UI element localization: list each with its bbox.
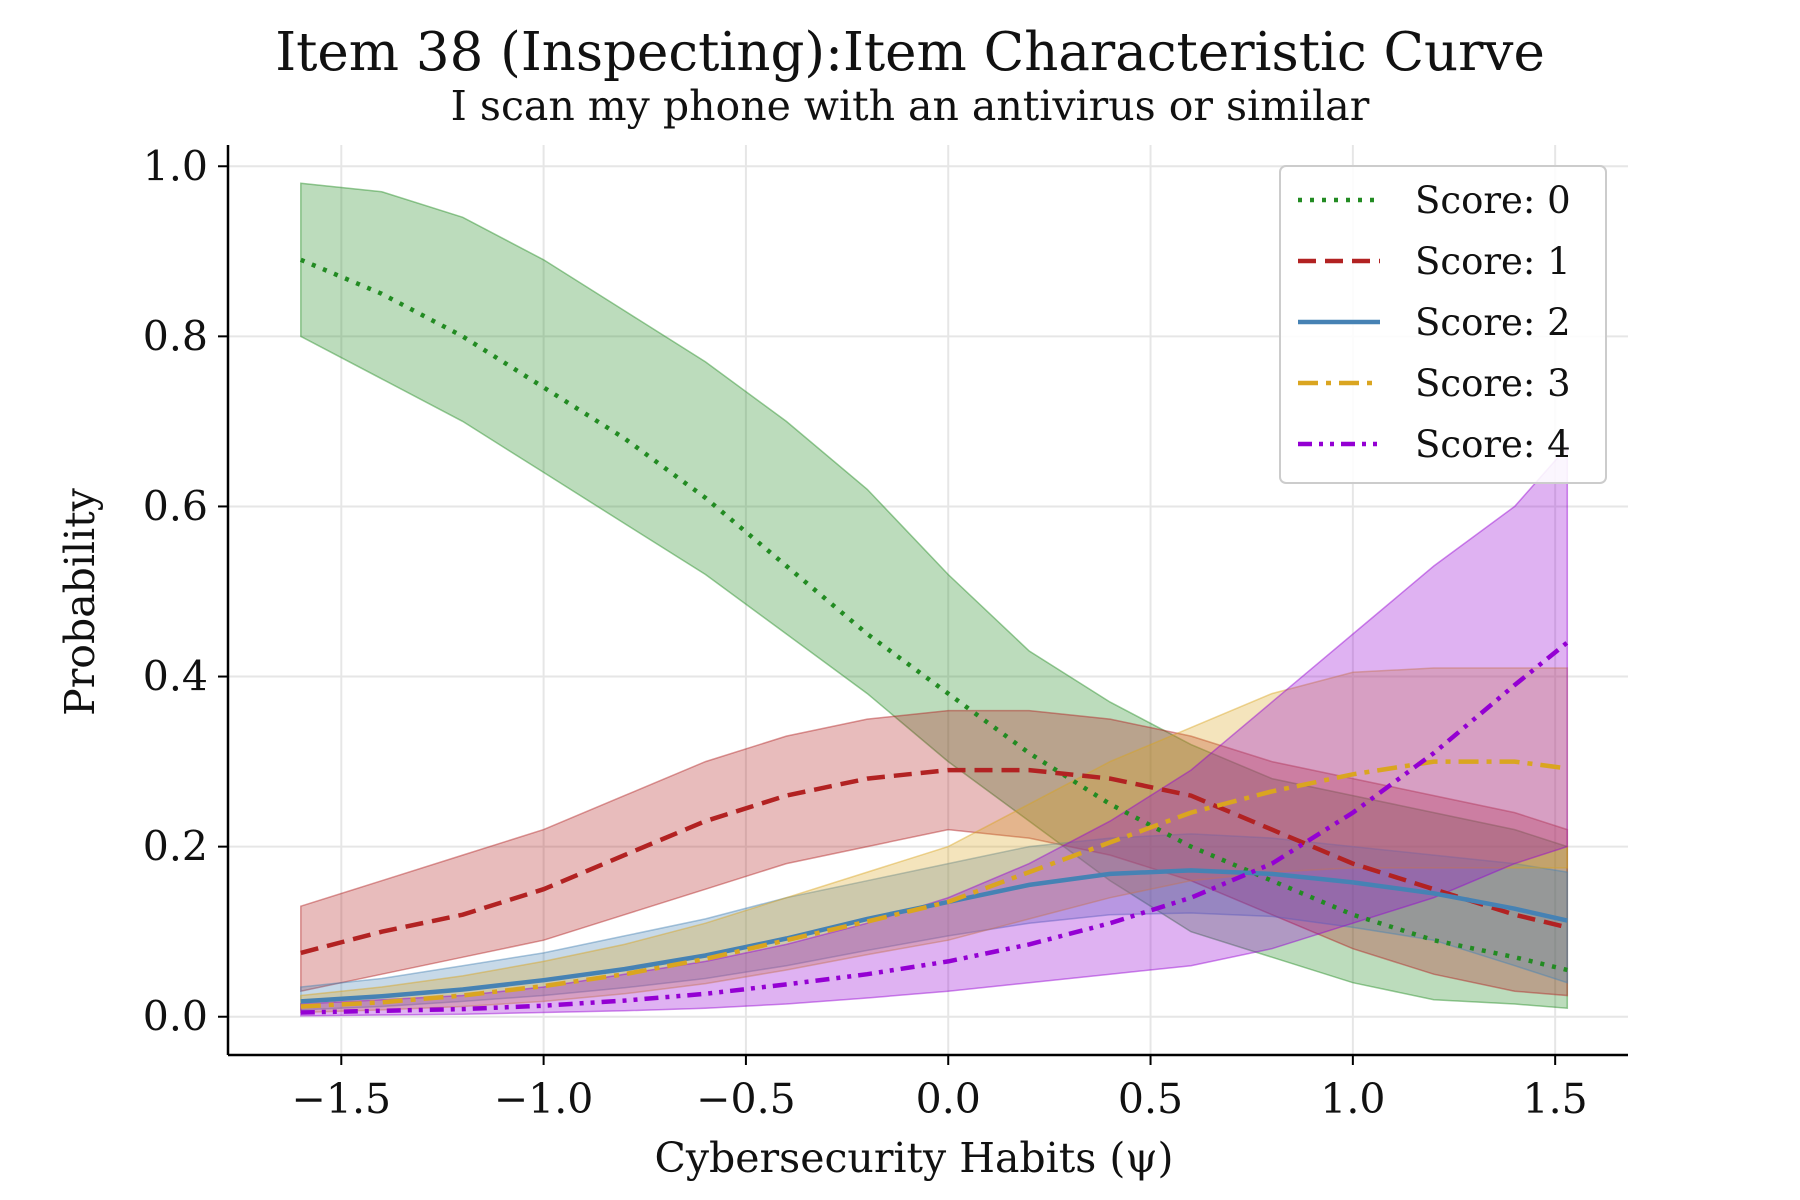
y-tick-label: 1.0 — [143, 142, 208, 190]
x-tick-label: 1.0 — [1320, 1075, 1385, 1123]
y-axis-label: Probability — [56, 487, 104, 716]
chart-subtitle: I scan my phone with an antivirus or sim… — [451, 82, 1370, 130]
y-tick-label: 0.0 — [143, 993, 208, 1041]
y-tick-label: 0.2 — [143, 823, 208, 871]
y-tick-label: 0.6 — [143, 482, 208, 530]
series-line-score-1 — [300, 767, 1568, 956]
legend-box — [1279, 165, 1607, 484]
legend-label-score-2: Score: 2 — [1415, 301, 1571, 344]
legend: Score: 0 Score: 1 Score: 2 Score: 3 Score: 4 — [1279, 165, 1607, 484]
legend-label-score-3: Score: 3 — [1415, 362, 1571, 405]
series-line-score-4 — [300, 640, 1569, 1015]
legend-label-score-0: Score: 0 — [1415, 179, 1571, 222]
x-axis-label: Cybersecurity Habits (ψ) — [655, 1134, 1174, 1182]
x-tick-label: 0.0 — [916, 1075, 981, 1123]
axes — [218, 145, 1628, 1065]
series-lines — [299, 257, 1569, 1015]
x-tick-label: 1.5 — [1523, 1075, 1588, 1123]
x-tick-label: 0.5 — [1118, 1075, 1183, 1123]
confidence-band-score-1 — [300, 709, 1569, 997]
x-tick-label: −0.5 — [696, 1075, 796, 1123]
series-line-score-0 — [299, 257, 1568, 973]
legend-label-score-4: Score: 4 — [1415, 423, 1571, 466]
series-line-score-3 — [300, 759, 1568, 1009]
y-tick-label: 0.8 — [143, 312, 208, 360]
x-tick-label: −1.0 — [494, 1075, 594, 1123]
chart-title: Item 38 (Inspecting):Item Characteristic… — [275, 22, 1545, 83]
y-tick-label: 0.4 — [143, 653, 208, 701]
confidence-band-score-2 — [300, 833, 1569, 1011]
confidence-band-score-0 — [300, 182, 1569, 1010]
confidence-band-score-3 — [300, 667, 1569, 1014]
x-tick-label: −1.5 — [292, 1075, 392, 1123]
tick-labels: −1.5 −1.0 −0.5 0.0 0.5 1.0 1.5 0.0 0.2 0.4 0.6 0.8 1… — [143, 142, 1588, 1123]
legend-label-score-1: Score: 1 — [1415, 240, 1571, 283]
